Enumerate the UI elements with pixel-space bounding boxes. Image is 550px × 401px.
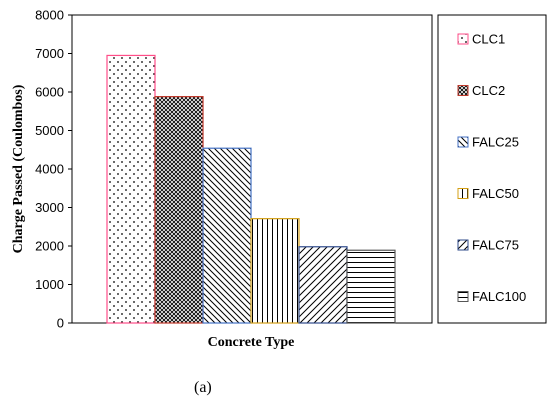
- y-tick-label: 5000: [35, 123, 64, 138]
- y-tick-label: 8000: [35, 8, 64, 23]
- y-tick-label: 4000: [35, 162, 64, 177]
- legend-label-falc50: FALC50: [472, 186, 519, 201]
- y-axis: 0 1000 2000 3000 4000 5000 6000 7000 8000: [35, 8, 72, 331]
- bar-series: [106, 54, 396, 324]
- figure-caption: (a): [194, 379, 212, 396]
- legend-label-falc75: FALC75: [472, 238, 519, 253]
- legend-swatch-falc50: [457, 188, 469, 199]
- x-axis-title: Concrete Type: [208, 335, 295, 350]
- bar-falc25: [202, 147, 252, 324]
- y-tick-label: 3000: [35, 200, 64, 215]
- legend-label-falc100: FALC100: [472, 289, 526, 304]
- bar-falc75: [298, 246, 348, 324]
- legend-label-clc1: CLC1: [472, 32, 505, 47]
- legend-swatch-clc1: [457, 33, 469, 45]
- bar-falc50: [250, 218, 300, 324]
- legend-swatch-falc100: [457, 291, 469, 302]
- legend-label-clc2: CLC2: [472, 83, 505, 98]
- legend-swatch-falc75: [457, 239, 469, 251]
- y-axis-title: Charge Passed (Coulombos): [11, 84, 26, 253]
- y-tick-label: 2000: [35, 239, 64, 254]
- bar-falc100: [346, 249, 396, 324]
- legend-items: CLC1 CLC2 FALC25 FALC50 FALC75 FALC100: [457, 32, 526, 304]
- y-tick-label: 1000: [35, 277, 64, 292]
- y-tick-label: 7000: [35, 46, 64, 61]
- y-tick-label: 6000: [35, 85, 64, 100]
- y-tick-label: 0: [57, 316, 64, 331]
- legend: [437, 14, 547, 324]
- bar-clc1: [106, 54, 156, 324]
- bar-clc2: [154, 96, 204, 324]
- legend-swatch-falc25: [457, 136, 469, 148]
- legend-swatch-clc2: [457, 85, 469, 96]
- legend-label-falc25: FALC25: [472, 135, 519, 150]
